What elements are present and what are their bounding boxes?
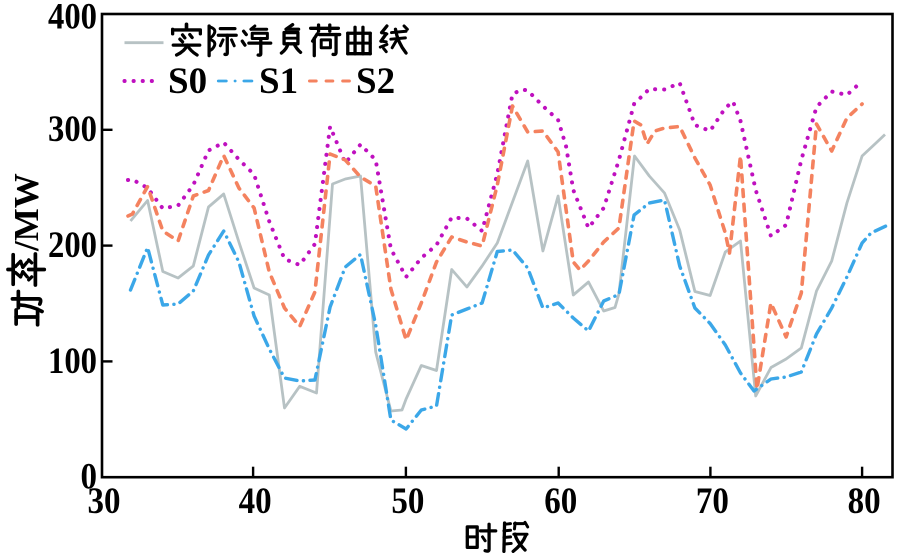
svg-text:100: 100 xyxy=(48,341,97,382)
svg-text:30: 30 xyxy=(88,481,121,522)
svg-text:S1: S1 xyxy=(259,61,298,102)
svg-text:50: 50 xyxy=(391,481,424,522)
svg-text:S2: S2 xyxy=(356,61,395,102)
svg-text:200: 200 xyxy=(48,225,97,266)
svg-text:S0: S0 xyxy=(168,61,207,102)
svg-text:300: 300 xyxy=(48,109,97,150)
svg-text:70: 70 xyxy=(696,481,729,522)
svg-text:80: 80 xyxy=(848,481,881,522)
svg-text:0: 0 xyxy=(81,457,98,498)
svg-text:60: 60 xyxy=(544,481,577,522)
svg-text:/MW: /MW xyxy=(7,173,46,252)
svg-text:400: 400 xyxy=(48,0,97,37)
svg-text:40: 40 xyxy=(239,481,272,522)
